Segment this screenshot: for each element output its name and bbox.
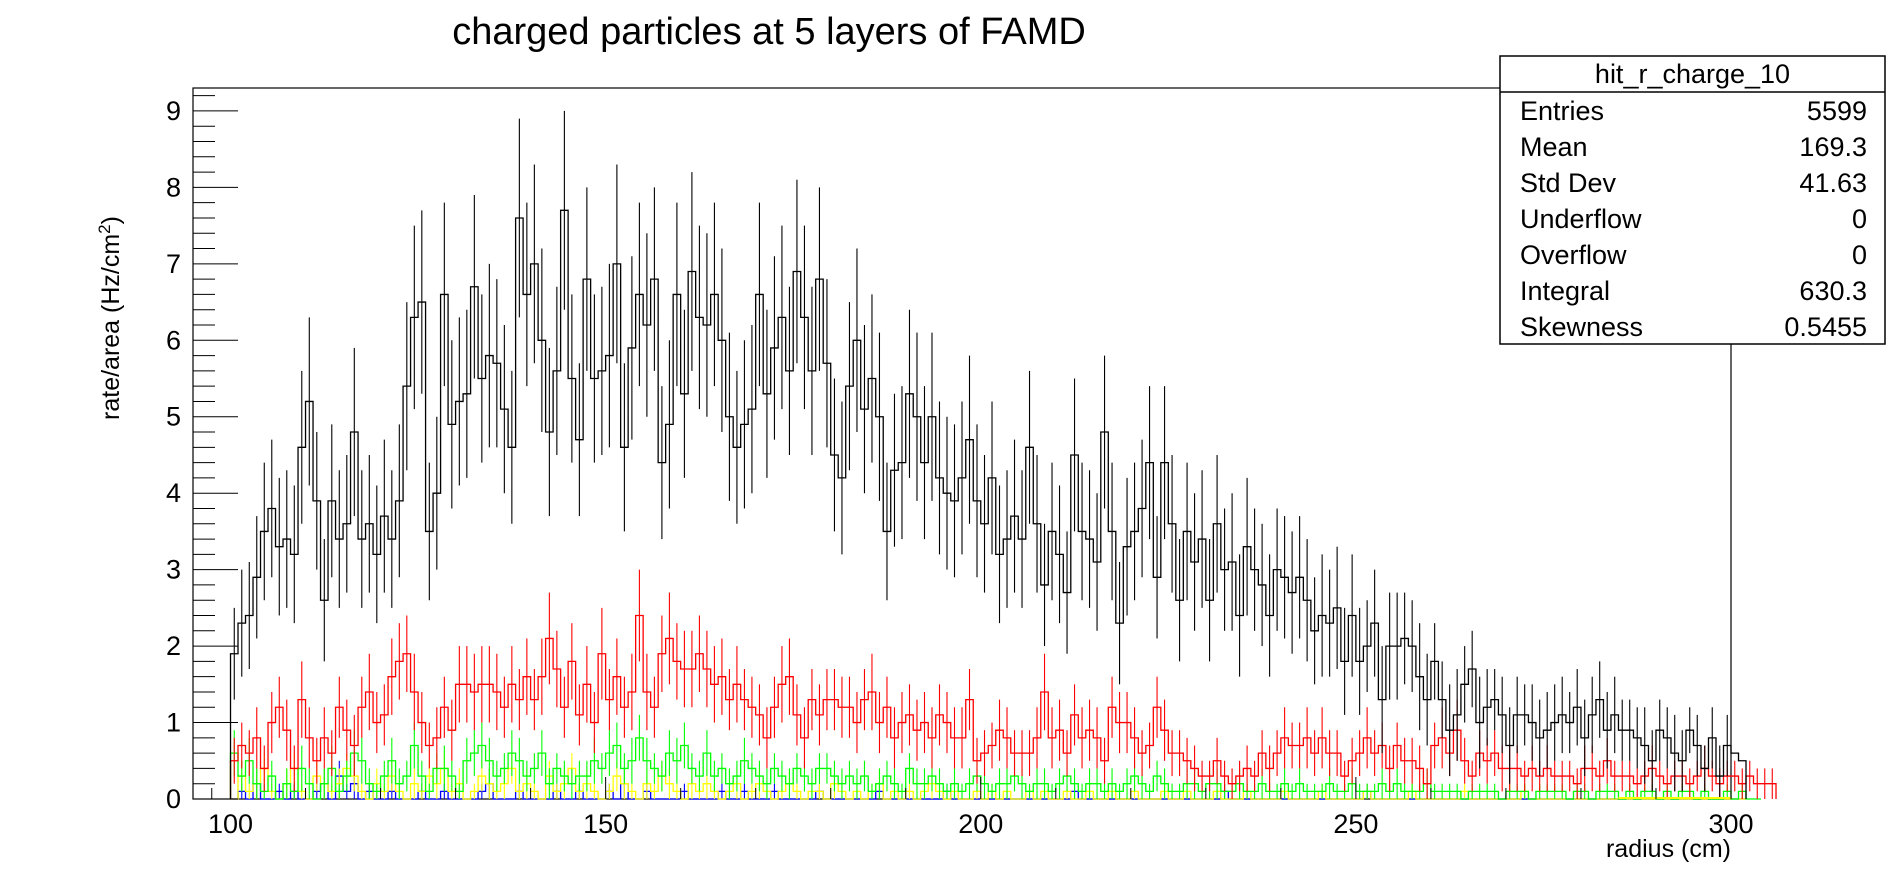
stats-value: 5599	[1807, 96, 1867, 126]
histogram-line	[229, 209, 1747, 799]
x-tick-label: 250	[1333, 809, 1378, 839]
y-tick-label: 2	[166, 631, 181, 661]
stats-value: 169.3	[1799, 132, 1867, 162]
y-tick-label: 0	[166, 784, 181, 814]
stats-value: 0.5455	[1784, 312, 1867, 342]
stats-label: Overflow	[1520, 240, 1627, 270]
stats-label: Skewness	[1520, 312, 1643, 342]
series-layer	[229, 110, 1777, 800]
y-axis-title-superscript: 2	[95, 224, 114, 233]
y-axis-title-close: )	[97, 216, 125, 224]
stats-value: 0	[1852, 240, 1867, 270]
y-tick-label: 3	[166, 555, 181, 585]
x-axis-title: radius (cm)	[1606, 835, 1731, 863]
y-tick-label: 4	[166, 478, 181, 508]
stats-label: Integral	[1520, 276, 1610, 306]
stats-label: Mean	[1520, 132, 1588, 162]
stats-value: 630.3	[1799, 276, 1867, 306]
x-tick-label: 300	[1708, 809, 1753, 839]
stats-box: hit_r_charge_10 Entries 5599 Mean 169.3 Std D…	[1499, 55, 1886, 345]
stats-box-title: hit_r_charge_10	[1595, 59, 1790, 89]
series-0	[229, 110, 1747, 799]
y-tick-label: 5	[166, 402, 181, 432]
y-tick-label: 1	[166, 708, 181, 738]
y-tick-label: 9	[166, 96, 181, 126]
x-tick-label: 150	[583, 809, 628, 839]
axes-layer: 100 150 200 250 300 0 1 2 3 4 5 6 7 8 9	[166, 95, 1754, 839]
series-2	[229, 714, 1762, 800]
histogram-line	[229, 737, 1762, 800]
chart-title: charged particles at 5 layers of FAMD	[452, 11, 1086, 53]
stats-label: Entries	[1520, 96, 1604, 126]
y-tick-label: 7	[166, 249, 181, 279]
x-tick-label: 100	[208, 809, 253, 839]
y-tick-label: 8	[166, 172, 181, 202]
histogram-line	[229, 614, 1777, 799]
stats-label: Std Dev	[1520, 168, 1617, 198]
y-axis-title-main: rate/area (Hz/cm	[97, 234, 125, 420]
stats-value: 0	[1852, 204, 1867, 234]
stats-value: 41.63	[1799, 168, 1867, 198]
y-tick-label: 6	[166, 325, 181, 355]
y-axis-title: rate/area (Hz/cm2)	[95, 216, 125, 420]
x-tick-label: 200	[958, 809, 1003, 839]
stats-label: Underflow	[1520, 204, 1642, 234]
stats-box-frame	[1499, 55, 1886, 345]
